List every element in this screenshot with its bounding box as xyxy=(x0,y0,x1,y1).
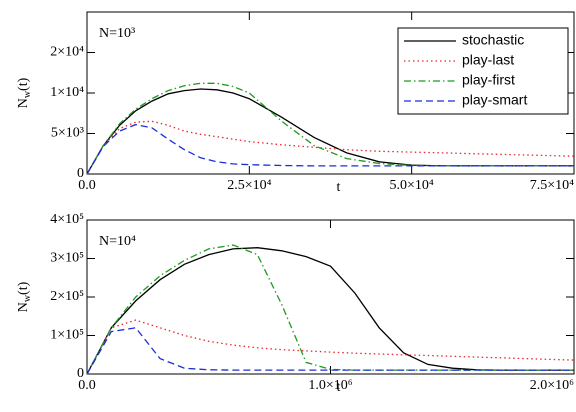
y-tick-label: 5×10³ xyxy=(51,126,84,141)
x-tick-label: 2.5×10⁴ xyxy=(227,178,271,193)
x-tick-label: 7.5×10⁴ xyxy=(530,178,574,193)
x-tick-label: 0.0 xyxy=(78,378,96,393)
series-line xyxy=(86,244,574,375)
annotation: N=10³ xyxy=(99,26,135,41)
label-part: (t) xyxy=(16,77,31,91)
x-axis-label: t xyxy=(337,380,341,395)
legend-label: play-first xyxy=(462,72,515,88)
label-sub: w xyxy=(22,294,33,302)
y-tick-label: 2×10⁵ xyxy=(50,289,84,304)
y-tick-label: 0 xyxy=(77,166,84,181)
y-tick-label: 0 xyxy=(77,366,84,381)
x-tick-label: 1.0×10⁶ xyxy=(308,378,352,393)
legend-label: play-smart xyxy=(462,92,527,108)
series-line xyxy=(86,123,574,175)
legend-box xyxy=(397,27,569,115)
label-part: N xyxy=(16,98,31,108)
y-tick-label: 1×10⁴ xyxy=(50,85,84,100)
y-tick-label: 1×10⁵ xyxy=(50,328,84,343)
y-tick-label: 2×10⁴ xyxy=(50,45,84,60)
label-part: (t) xyxy=(16,281,31,295)
series-line xyxy=(86,327,574,375)
label-part: N xyxy=(16,302,31,312)
x-tick-label: 5.0×10⁴ xyxy=(390,178,434,193)
series-line xyxy=(86,319,575,375)
y-axis-label: Nw(t) xyxy=(16,281,33,312)
y-axis-label: Nw(t) xyxy=(16,77,33,108)
label-sub: w xyxy=(22,90,33,98)
x-tick-label: 2.0×10⁶ xyxy=(530,378,574,393)
series-line xyxy=(86,120,575,175)
plot-frame xyxy=(86,219,575,375)
annotation: N=10⁴ xyxy=(99,234,136,249)
legend-label: play-last xyxy=(462,52,514,68)
y-tick-label: 4×10⁵ xyxy=(50,212,84,227)
series-line xyxy=(86,247,574,375)
x-tick-label: 0.0 xyxy=(78,178,96,193)
y-tick-label: 3×10⁵ xyxy=(50,251,84,266)
legend-label: stochastic xyxy=(462,32,524,48)
x-axis-label: t xyxy=(337,180,341,195)
